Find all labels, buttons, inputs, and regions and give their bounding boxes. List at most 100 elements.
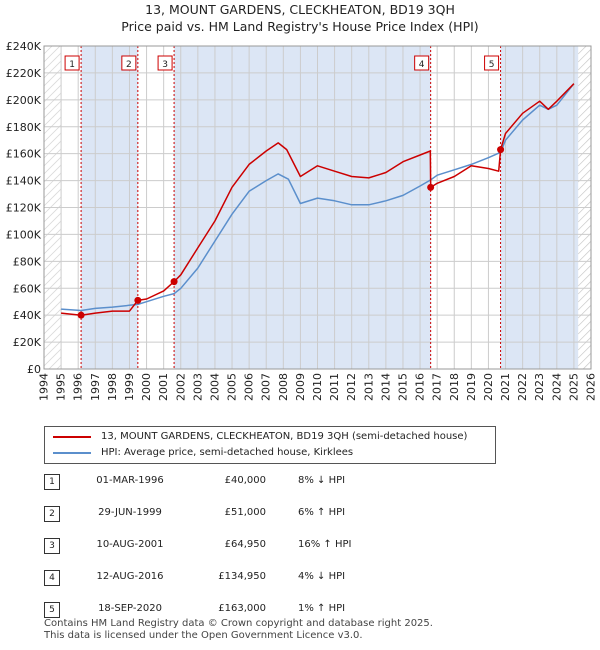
sale-date: 01-MAR-1996 — [96, 475, 164, 486]
hatch-line — [44, 212, 62, 231]
sale-2-badge: 2 — [121, 55, 137, 71]
hatch-line — [582, 360, 591, 369]
x-tick-label: 2023 — [533, 373, 546, 401]
hatch-line — [578, 25, 591, 38]
hatch-line — [578, 46, 579, 47]
hatch-line — [44, 132, 62, 151]
badge-box — [484, 55, 500, 71]
hatch-line — [577, 320, 591, 335]
hatch-line — [44, 228, 62, 247]
x-tick-label: 1997 — [89, 373, 102, 401]
x-tick-label: 1995 — [55, 373, 68, 401]
legend-property: 13, MOUNT GARDENS, CLECKHEATON, BD19 3QH… — [53, 431, 467, 442]
legend-hpi-label: HPI: Average price, semi-detached house,… — [101, 447, 354, 458]
hatch-line — [577, 264, 591, 279]
hatch-line — [577, 46, 587, 55]
hatch-line — [578, 17, 591, 30]
hatch-line — [577, 128, 591, 143]
hatch-line — [48, 356, 62, 369]
hatch-line — [577, 328, 591, 343]
sale-row: 1 01-MAR-1996 £40,000 8% ↓ HPI — [44, 474, 484, 490]
sale-date: 18-SEP-2020 — [98, 603, 162, 614]
chart-title: 13, MOUNT GARDENS, CLECKHEATON, BD19 3QH — [145, 2, 455, 17]
x-tick-label: 2015 — [396, 373, 409, 401]
x-tick-label: 1996 — [72, 373, 85, 401]
y-tick-label: £40K — [13, 309, 42, 322]
x-tick-label: 2014 — [379, 373, 392, 401]
hatch-line — [577, 160, 591, 175]
hatch-line — [577, 96, 591, 111]
sale-date: 10-AUG-2001 — [96, 539, 164, 550]
plot-frame — [43, 45, 592, 370]
y-tick-label: £220K — [6, 67, 42, 80]
axes: £0 £20K £40K £60K £80K £100K £120K £140K £160K £1… — [6, 40, 598, 401]
sale-price: £64,950 — [224, 539, 266, 550]
sale-3-badge: 3 — [157, 55, 173, 71]
x-tick-label: 2012 — [345, 373, 358, 401]
hatch-line — [577, 216, 591, 231]
hatch-line — [577, 176, 591, 191]
sale-3-point — [170, 278, 178, 286]
hatch-line — [44, 284, 62, 303]
hatch-line — [44, 236, 62, 255]
hatch-line — [44, 188, 62, 207]
sale-1-badge: 1 — [64, 55, 80, 71]
sale-number: 4 — [44, 570, 60, 586]
y-tick-label: £240K — [6, 40, 42, 53]
sale-date: 29-JUN-1999 — [98, 507, 162, 518]
hatch-line — [44, 292, 62, 311]
hatch-line — [44, 46, 53, 55]
hatch-line — [44, 260, 62, 279]
chart-subtitle: Price paid vs. HM Land Registry's House … — [121, 19, 479, 34]
hatch-line — [577, 336, 591, 351]
hatch-line — [44, 148, 62, 167]
hatch-line — [44, 76, 62, 95]
hatch-line — [578, 1, 591, 14]
badge-label: 1 — [69, 60, 75, 70]
sale-2-point — [134, 296, 142, 304]
property-price-line — [61, 83, 575, 316]
x-tick-label: 2010 — [311, 373, 324, 401]
sale-5-badge: 5 — [484, 55, 500, 71]
sale-price: £40,000 — [224, 475, 266, 486]
x-tick-label: 2002 — [174, 373, 187, 401]
sale-5-point — [497, 146, 505, 154]
legend-hpi-swatch — [53, 451, 91, 454]
hatch-line — [44, 116, 62, 135]
sale-badges: 1 2 3 4 5 — [64, 55, 500, 71]
hatch-line — [44, 13, 61, 30]
x-tick-label: 1994 — [38, 373, 51, 401]
x-tick-label: 2013 — [362, 373, 375, 401]
x-tick-label: 2016 — [414, 373, 427, 401]
badge-box — [414, 55, 430, 71]
y-tick-label: £100K — [6, 228, 42, 241]
x-tick-label: 2021 — [499, 373, 512, 401]
sale-4-badge: 4 — [414, 55, 430, 71]
legend-property-label: 13, MOUNT GARDENS, CLECKHEATON, BD19 3QH… — [101, 431, 468, 442]
hatch-line — [577, 56, 591, 71]
hatch-line — [578, 0, 591, 6]
sale-number: 3 — [44, 538, 60, 554]
hatch-line — [577, 296, 591, 311]
x-tick-label: 2022 — [516, 373, 529, 401]
hatch-line — [44, 413, 61, 420]
hatch-line — [577, 48, 591, 63]
y-tick-label: £60K — [13, 282, 42, 295]
hatch-line — [44, 196, 62, 215]
hatch-line — [577, 72, 591, 87]
x-tick-label: 2017 — [431, 373, 444, 401]
x-tick-label: 2000 — [140, 373, 153, 401]
hatch-line — [44, 405, 61, 420]
x-tick-label: 2005 — [226, 373, 239, 401]
x-tick-label: 2004 — [208, 373, 221, 401]
hatch-line — [577, 64, 591, 79]
hatch-line — [44, 124, 62, 143]
hatch-line — [44, 46, 61, 63]
sale-price: £51,000 — [224, 507, 266, 518]
x-tick-label: 2020 — [482, 373, 495, 401]
sale-row: 4 12-AUG-2016 £134,950 4% ↓ HPI — [44, 570, 484, 586]
sale-hpi-diff: 16% ↑ HPI — [298, 539, 352, 550]
x-tick-label: 2009 — [294, 373, 307, 401]
hatch-line — [44, 308, 62, 327]
